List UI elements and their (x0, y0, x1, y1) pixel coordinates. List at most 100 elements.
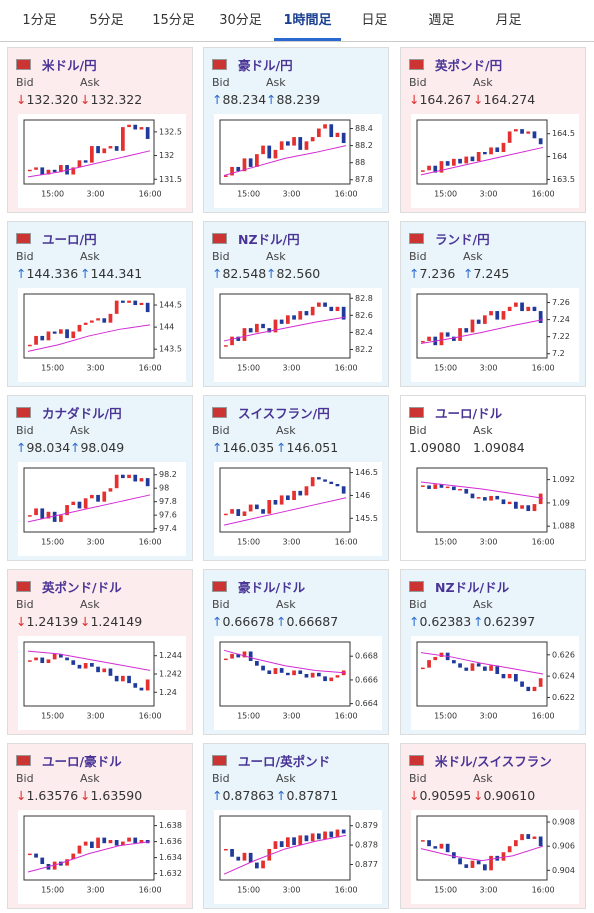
pair-title[interactable]: 豪ドル/ドル (238, 580, 306, 595)
flag-icon (212, 59, 227, 70)
candle (520, 129, 524, 134)
pair-title[interactable]: ユーロ/ドル (435, 406, 503, 421)
bid-value: 1.09080 (409, 440, 461, 455)
candle (77, 160, 82, 168)
candle (52, 511, 57, 522)
candle (483, 315, 487, 324)
trend-arrow: ↑ (276, 440, 287, 455)
pair-title[interactable]: 豪ドル/円 (238, 58, 293, 73)
pair-title[interactable]: 米ドル/スイスフラン (435, 754, 552, 769)
pair-title[interactable]: 米ドル/円 (42, 58, 97, 73)
pair-title[interactable]: NZドル/ドル (435, 580, 510, 595)
x-tick-label: 3:00 (283, 190, 301, 199)
y-tick-label: 164 (552, 152, 567, 161)
x-tick-label: 3:00 (480, 712, 498, 721)
tab[interactable]: 30分足 (219, 13, 262, 28)
candle (52, 653, 57, 660)
rate-card[interactable]: NZドル/円 Bid Ask ↑82.548 ↑82.560 82.2 82.4 82.6 82… (203, 221, 389, 387)
rate-card[interactable]: 米ドル/円 Bid Ask ↓132.320 ↓132.322 131.5 132 132.5… (7, 47, 193, 213)
rate-card[interactable]: 英ポンド/ドル Bid Ask ↓1.24139 ↓1.24149 1.24 1.242 1.… (7, 569, 193, 735)
rate-card[interactable]: 豪ドル/ドル Bid Ask ↑0.66678 ↑0.66687 0.664 0.666 0.… (203, 569, 389, 735)
pair-title[interactable]: カナダドル/円 (42, 406, 122, 421)
rate-card[interactable]: ランド/円 Bid Ask ↑7.236 ↑7.245 7.2 7.22 7.24 7.26 15… (400, 221, 586, 387)
candle (273, 841, 278, 849)
candle (59, 653, 63, 658)
rate-card[interactable]: スイスフラン/円 Bid Ask ↑146.035 ↑146.051 145.5 146 14… (203, 395, 389, 561)
flag-icon (16, 755, 31, 766)
pair-title[interactable]: スイスフラン/円 (238, 406, 330, 421)
tab[interactable]: 月足 (495, 13, 522, 28)
rate-card[interactable]: ユーロ/円 Bid Ask ↑144.336 ↑144.341 143.5 144 144.5… (7, 221, 193, 387)
pair-title[interactable]: 英ポンド/ドル (42, 580, 122, 595)
plot-frame (23, 815, 155, 881)
tab[interactable]: 日足 (361, 13, 388, 28)
candle (83, 160, 88, 163)
trend-arrow: ↑ (276, 788, 287, 803)
candle (445, 843, 450, 853)
candle (102, 318, 107, 323)
bid-label: Bid (409, 250, 427, 263)
candle (90, 663, 94, 667)
pair-title[interactable]: ユーロ/円 (42, 232, 97, 247)
rate-card[interactable]: ユーロ/豪ドル Bid Ask ↓1.63576 ↓1.63590 1.632 1.634 1… (7, 743, 193, 909)
y-tick-label: 164.5 (552, 129, 575, 138)
rate-card[interactable]: 米ドル/スイスフラン Bid Ask ↓0.90595 ↓0.90610 0.904 0.9… (400, 743, 586, 909)
candle (310, 672, 315, 678)
flag-icon (212, 407, 227, 418)
rate-card[interactable]: 豪ドル/円 Bid Ask ↑88.234 ↑88.239 87.8 88 88.2 88.4 1… (203, 47, 389, 213)
tab[interactable]: 1時間足 (274, 0, 341, 41)
candle (65, 329, 69, 339)
pair-title[interactable]: 英ポンド/円 (435, 58, 503, 73)
bid-label: Bid (409, 598, 427, 611)
candle (139, 478, 144, 482)
candle (310, 833, 315, 842)
tab[interactable]: 1分足 (22, 13, 57, 28)
candle (427, 336, 431, 341)
trend-arrow: ↑ (463, 266, 474, 281)
rate-card[interactable]: 英ポンド/円 Bid Ask ↓164.267 ↓164.274 163.5 164 164.… (400, 47, 586, 213)
rate-card[interactable]: ユーロ/英ポンド Bid Ask ↑0.87863 ↑0.87871 0.877 0.878… (203, 743, 389, 909)
candle (28, 515, 32, 517)
pair-title[interactable]: ユーロ/英ポンド (238, 754, 331, 769)
bid-label: Bid (409, 76, 427, 89)
trend-arrow: ↑ (16, 440, 27, 455)
trend-arrow: ↓ (473, 92, 484, 107)
tab[interactable]: 週足 (428, 13, 455, 28)
flag-icon (409, 407, 424, 418)
moving-average (223, 316, 347, 342)
plot-frame (23, 467, 155, 533)
candle (46, 659, 51, 664)
candle (317, 672, 321, 677)
ask-label: Ask (276, 424, 296, 437)
tab[interactable]: 15分足 (152, 13, 195, 28)
candle (236, 166, 241, 172)
candle (341, 829, 346, 834)
candle (335, 132, 340, 138)
tab[interactable]: 5分足 (89, 13, 124, 28)
candle (102, 837, 107, 844)
candle (445, 486, 450, 489)
x-tick-label: 16:00 (335, 190, 358, 199)
pair-title[interactable]: NZドル/円 (238, 232, 300, 247)
rate-card[interactable]: カナダドル/円 Bid Ask ↑98.034 ↑98.049 97.4 97.6 97.8 9… (7, 395, 193, 561)
flag-icon (409, 755, 424, 766)
candle (507, 306, 512, 312)
rate-card[interactable]: NZドル/ドル Bid Ask ↑0.62383 ↑0.62397 0.622 0.624 0… (400, 569, 586, 735)
candle (329, 306, 334, 312)
pair-title[interactable]: ユーロ/豪ドル (42, 754, 122, 769)
plot-frame (219, 641, 351, 707)
bid-value: ↑0.66678 (212, 614, 274, 629)
y-tick-label: 7.24 (552, 315, 570, 324)
candle (421, 340, 425, 343)
flag-icon (16, 233, 31, 244)
candle (538, 836, 543, 847)
pair-title[interactable]: ランド/円 (435, 232, 490, 247)
candle (458, 328, 462, 341)
candle (439, 332, 444, 346)
candle (304, 311, 309, 316)
x-tick-label: 15:00 (237, 364, 260, 373)
rate-card[interactable]: ユーロ/ドル Bid Ask 1.09080 1.09084 1.088 1.09 1.092… (400, 395, 586, 561)
ask-number: 0.66687 (286, 614, 339, 629)
x-tick-label: 3:00 (480, 538, 498, 547)
